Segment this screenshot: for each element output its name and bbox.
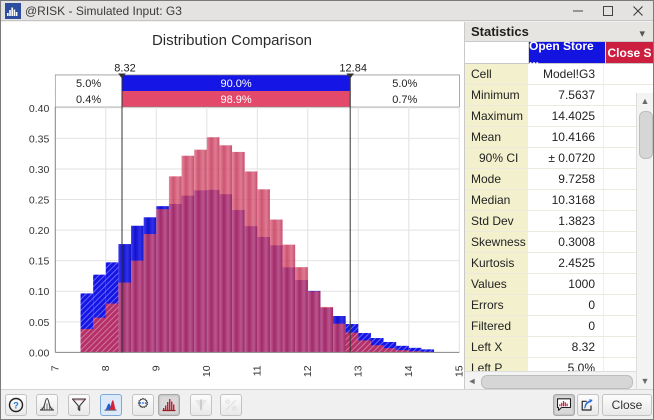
svg-text:7: 7 [49,365,61,371]
svg-text:11: 11 [251,365,263,376]
svg-text:0.20: 0.20 [29,225,50,237]
svg-text:0.40: 0.40 [29,103,50,115]
svg-text:8.32: 8.32 [114,63,135,75]
svg-text:0.05: 0.05 [29,317,50,329]
svg-text:0.15: 0.15 [29,256,50,268]
svg-text:15: 15 [453,365,463,377]
svg-text:0.00: 0.00 [29,347,50,359]
svg-text:10: 10 [201,365,213,377]
svg-text:0.30: 0.30 [29,164,50,176]
svg-text:0.35: 0.35 [29,133,50,145]
svg-text:12.84: 12.84 [339,63,367,75]
svg-text:98.9%: 98.9% [220,94,251,106]
svg-text:0.7%: 0.7% [392,94,417,106]
svg-text:5.0%: 5.0% [392,78,417,90]
svg-text:?: ? [13,401,19,411]
svg-text:90.0%: 90.0% [220,78,251,90]
svg-text:13: 13 [352,365,364,377]
svg-text:0.10: 0.10 [29,286,50,298]
svg-text:12: 12 [302,365,314,377]
svg-text:8: 8 [100,365,112,371]
svg-text:0.4%: 0.4% [76,94,101,106]
svg-text:14: 14 [403,365,415,377]
svg-text:5.0%: 5.0% [76,78,101,90]
svg-text:0.25: 0.25 [29,195,50,207]
svg-text:9: 9 [150,365,162,371]
